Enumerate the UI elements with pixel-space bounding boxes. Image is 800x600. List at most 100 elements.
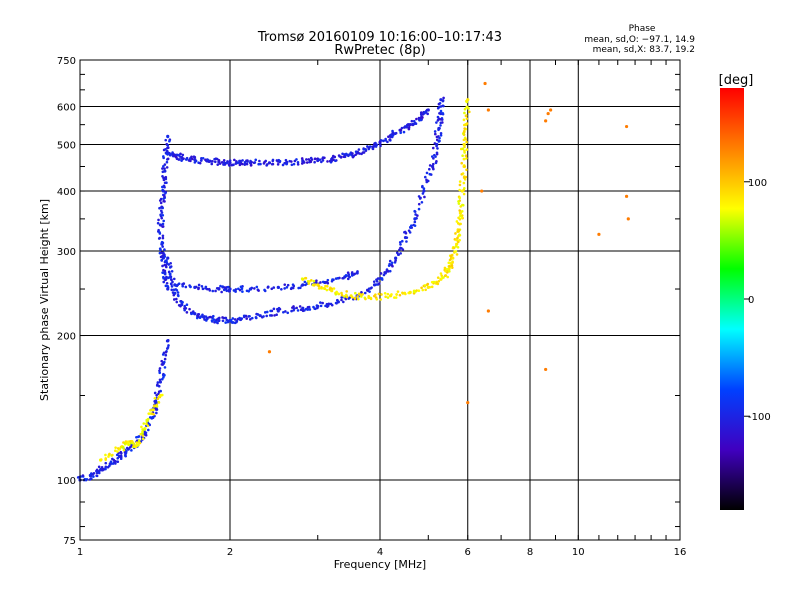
trace-dot bbox=[413, 210, 417, 213]
trace-dot bbox=[438, 126, 441, 130]
trace-dot bbox=[462, 157, 466, 161]
trace-dot bbox=[441, 112, 445, 115]
trace-dot bbox=[422, 112, 426, 115]
trace-dot bbox=[172, 288, 176, 292]
data-point bbox=[108, 462, 112, 466]
trace-dot bbox=[189, 285, 192, 289]
trace-dot bbox=[141, 437, 145, 441]
trace-dot bbox=[344, 152, 348, 156]
trace-dot bbox=[155, 411, 158, 415]
trace-dot bbox=[177, 294, 180, 298]
trace-dot bbox=[459, 222, 462, 226]
trace-dot bbox=[240, 287, 244, 291]
trace-dot bbox=[224, 316, 228, 320]
trace-dot bbox=[463, 111, 466, 115]
y-tick-label: 500 bbox=[57, 141, 76, 152]
trace-dot bbox=[100, 465, 104, 469]
trace-dot bbox=[405, 240, 408, 243]
trace-dot bbox=[161, 234, 165, 238]
trace-dot bbox=[413, 217, 417, 220]
trace-dot bbox=[400, 246, 403, 250]
trace-dot bbox=[216, 163, 220, 166]
trace-dot bbox=[233, 158, 236, 162]
trace-dot bbox=[391, 129, 394, 133]
x-tick-label: 2 bbox=[227, 547, 233, 558]
data-point bbox=[372, 283, 377, 287]
trace-dot bbox=[325, 288, 329, 292]
trace-dot bbox=[132, 442, 135, 445]
data-point bbox=[88, 474, 93, 478]
trace-dot bbox=[262, 162, 266, 165]
trace-dot bbox=[162, 156, 165, 160]
y-tick-label: 600 bbox=[57, 103, 76, 114]
trace-dot bbox=[245, 317, 248, 320]
trace-dot bbox=[455, 238, 458, 242]
trace-dot bbox=[187, 159, 191, 162]
trace-dot bbox=[400, 239, 404, 243]
trace-dot bbox=[222, 159, 226, 162]
trace-dot bbox=[265, 314, 268, 318]
trace-dot bbox=[344, 273, 348, 277]
trace-dot bbox=[241, 290, 244, 293]
trace-dot bbox=[303, 280, 307, 284]
trace-dot bbox=[383, 271, 386, 274]
trace-dot bbox=[167, 270, 171, 274]
trace-dot bbox=[451, 260, 454, 263]
colorbar-tick-label: 100 bbox=[748, 178, 767, 189]
phase-info-x: mean, sd,X: 83.7, 19.2 bbox=[593, 45, 695, 55]
trace-dot bbox=[232, 163, 235, 167]
data-point bbox=[161, 189, 165, 193]
trace-dot bbox=[306, 308, 310, 311]
trace-dot bbox=[152, 412, 155, 416]
trace-dot bbox=[116, 450, 119, 453]
trace-dot bbox=[236, 161, 240, 165]
trace-dot bbox=[420, 200, 424, 204]
trace-dot bbox=[161, 236, 165, 240]
trace-dot bbox=[439, 134, 443, 137]
trace-dot bbox=[159, 213, 162, 217]
data-point bbox=[193, 285, 197, 289]
trace-dot bbox=[157, 237, 161, 240]
trace-dot bbox=[295, 158, 298, 161]
trace-dot bbox=[177, 153, 181, 157]
trace-dot bbox=[401, 291, 404, 295]
trace-dot bbox=[433, 142, 437, 145]
trace-dot bbox=[161, 213, 165, 217]
trace-dot bbox=[148, 416, 152, 419]
trace-dot bbox=[219, 284, 222, 288]
trace-dot bbox=[411, 122, 415, 126]
trace-dot bbox=[313, 160, 316, 164]
trace-dot bbox=[89, 477, 93, 480]
trace-dot bbox=[265, 164, 268, 167]
trace-dot bbox=[188, 307, 191, 311]
trace-dot bbox=[438, 105, 441, 109]
colorbar-ticks: 100 0 -100 bbox=[744, 178, 771, 423]
trace-dot bbox=[247, 289, 251, 293]
trace-dot bbox=[446, 275, 450, 279]
trace-dot bbox=[313, 157, 317, 161]
trace-dot bbox=[161, 271, 164, 274]
trace-dot bbox=[463, 143, 466, 147]
trace-dot bbox=[439, 272, 443, 275]
trace-dot bbox=[354, 150, 358, 154]
data-point bbox=[349, 294, 353, 298]
trace-dot bbox=[428, 167, 431, 171]
trace-dot bbox=[113, 460, 117, 463]
trace-dot bbox=[272, 286, 276, 289]
trace-dot bbox=[348, 275, 351, 279]
trace-dot bbox=[460, 161, 464, 165]
trace-dot bbox=[266, 286, 270, 289]
trace-dot bbox=[193, 161, 197, 164]
trace-dot bbox=[158, 231, 161, 234]
trace-dot bbox=[170, 278, 173, 282]
trace-dot bbox=[398, 293, 402, 297]
trace-dot bbox=[423, 195, 426, 199]
trace-dot bbox=[164, 350, 168, 354]
trace-dot bbox=[456, 222, 460, 225]
trace-dot bbox=[465, 140, 468, 144]
trace-dot bbox=[221, 319, 225, 323]
trace-dot bbox=[308, 280, 311, 283]
trace-dot bbox=[157, 384, 161, 388]
trace-dot bbox=[162, 280, 166, 284]
x-tick-label: 6 bbox=[465, 547, 471, 558]
